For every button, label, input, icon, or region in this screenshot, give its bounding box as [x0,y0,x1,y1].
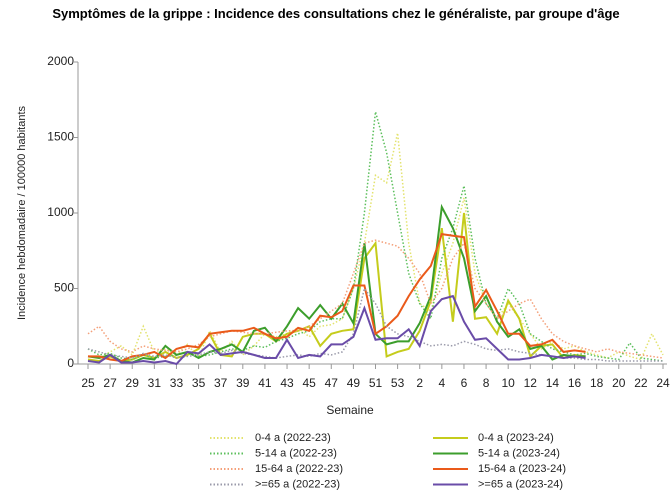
legend-label: >=65 a (2022-23) [255,478,340,490]
chart-title: Symptômes de la grippe : Incidence des c… [52,6,620,21]
x-tick-label: 37 [214,376,228,390]
y-tick-label: 500 [54,281,74,295]
x-tick-label: 2 [416,376,423,390]
x-tick-label: 4 [439,376,446,390]
x-tick-label: 24 [656,376,670,390]
legend-label: >=65 a (2023-24) [478,478,563,490]
x-tick-label: 25 [81,376,95,390]
x-tick-label: 29 [126,376,140,390]
x-tick-label: 22 [634,376,648,390]
x-tick-label: 33 [170,376,184,390]
series-line [87,132,664,361]
series-line [87,212,586,363]
legend-label: 15-64 a (2022-23) [255,463,343,475]
series-line [88,232,586,363]
x-tick-label: 10 [502,376,516,390]
x-tick-label: 18 [590,376,604,390]
x-tick-label: 45 [302,376,316,390]
x-tick-label: 49 [347,376,361,390]
x-tick-label: 12 [524,376,538,390]
y-tick-label: 0 [67,356,74,370]
legend-label: 0-4 a (2022-23) [255,432,331,444]
x-tick-label: 20 [612,376,626,390]
legend-label: 0-4 a (2023-24) [478,432,554,444]
series-line [87,111,664,362]
y-tick-label: 1000 [47,205,74,219]
x-tick-label: 8 [483,376,490,390]
x-tick-label: 16 [568,376,582,390]
x-tick-label: 47 [325,376,339,390]
legend-label: 5-14 a (2023-24) [478,447,560,459]
x-tick-label: 31 [148,376,162,390]
x-tick-label: 53 [391,376,405,390]
series-line [87,294,586,366]
x-axis-label: Semaine [326,403,374,417]
x-tick-label: 43 [280,376,294,390]
legend-label: 5-14 a (2022-23) [255,447,337,459]
y-axis-label: Incidence hebdomadaire / 100000 habitant… [16,105,28,320]
x-tick-label: 51 [369,376,383,390]
legend-label: 15-64 a (2023-24) [478,463,566,475]
series-line [87,239,664,359]
x-tick-label: 14 [546,376,560,390]
series-line [87,203,586,364]
x-tick-label: 27 [103,376,117,390]
x-tick-label: 41 [258,376,272,390]
x-tick-label: 39 [236,376,250,390]
y-tick-label: 2000 [47,54,74,68]
x-tick-label: 6 [461,376,468,390]
y-tick-label: 1500 [47,130,74,144]
x-tick-label: 35 [192,376,206,390]
